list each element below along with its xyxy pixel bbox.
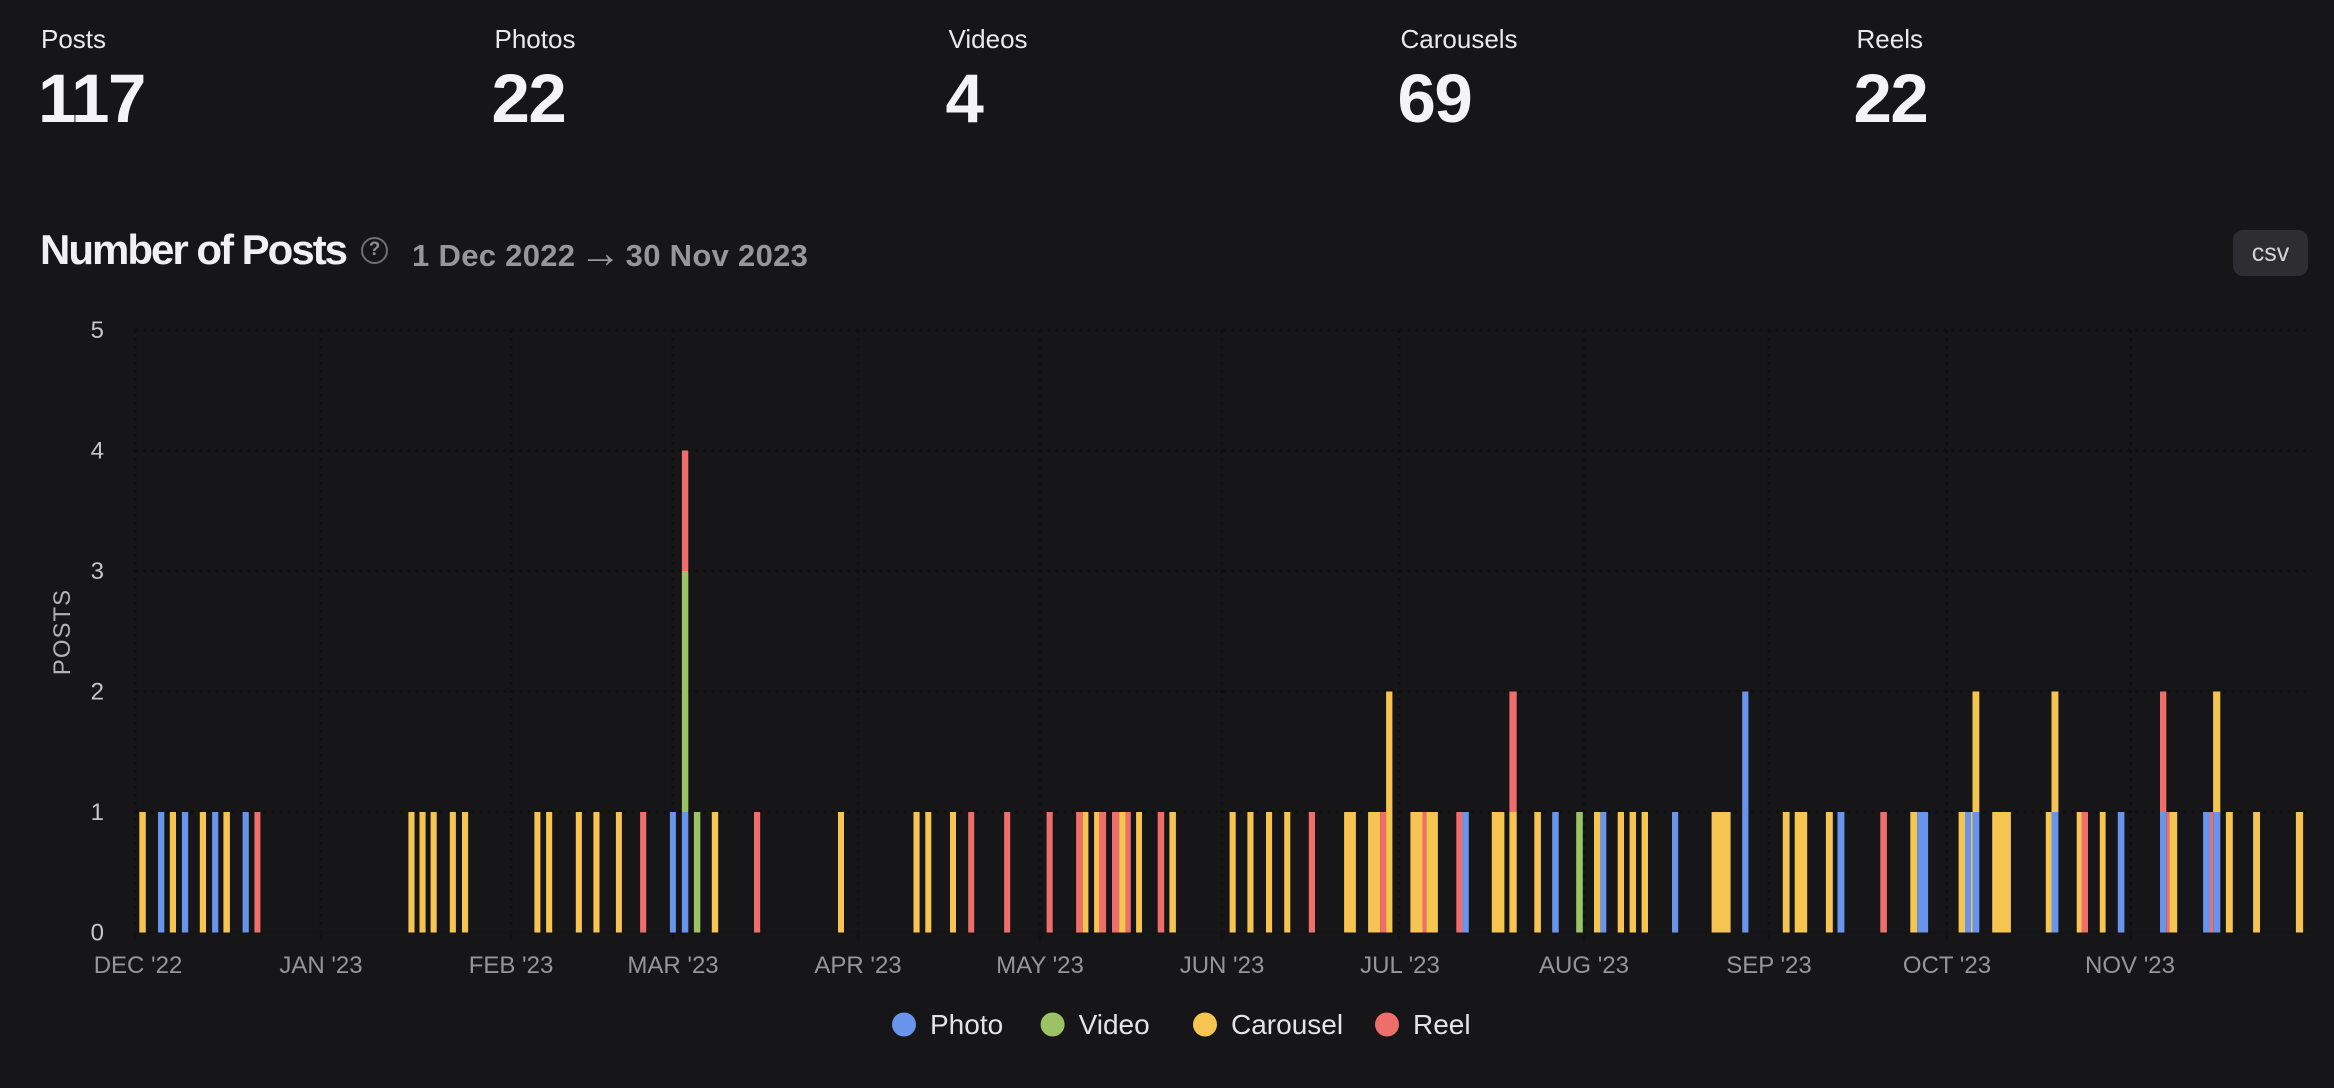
svg-text:0: 0 (91, 920, 104, 947)
svg-text:Video: Video (1079, 1009, 1150, 1040)
svg-text:3: 3 (91, 558, 104, 585)
svg-text:JUN '23: JUN '23 (1180, 952, 1265, 979)
svg-text:2: 2 (91, 679, 104, 706)
svg-text:5: 5 (91, 317, 104, 344)
svg-text:Carousel: Carousel (1231, 1009, 1343, 1040)
svg-text:SEP '23: SEP '23 (1726, 952, 1812, 979)
svg-text:APR '23: APR '23 (814, 952, 901, 979)
svg-text:JAN '23: JAN '23 (279, 952, 362, 979)
svg-text:JUL '23: JUL '23 (1360, 952, 1440, 979)
svg-text:OCT '23: OCT '23 (1903, 952, 1991, 979)
svg-text:1: 1 (91, 799, 104, 826)
svg-text:NOV '23: NOV '23 (2085, 952, 2175, 979)
svg-text:MAY '23: MAY '23 (996, 952, 1084, 979)
svg-text:DEC '22: DEC '22 (94, 952, 183, 979)
svg-text:AUG '23: AUG '23 (1539, 952, 1629, 979)
svg-text:MAR '23: MAR '23 (627, 952, 718, 979)
svg-text:4: 4 (91, 438, 104, 465)
svg-text:POSTS: POSTS (49, 589, 76, 675)
svg-text:Photo: Photo (930, 1009, 1003, 1040)
svg-text:Reel: Reel (1413, 1009, 1471, 1040)
svg-text:FEB '23: FEB '23 (469, 952, 554, 979)
